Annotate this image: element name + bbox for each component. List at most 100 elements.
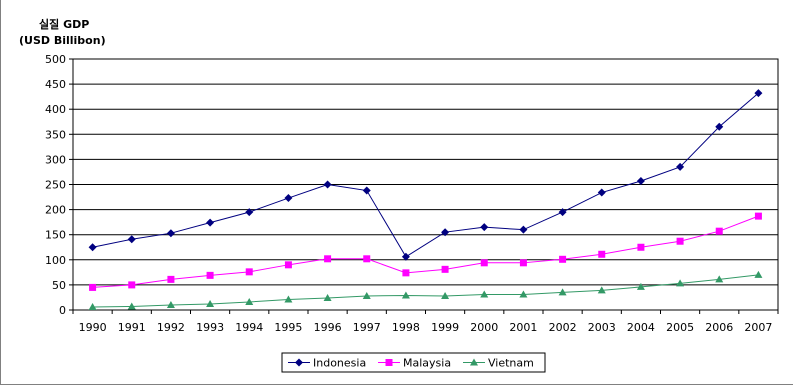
data-point-malaysia: [715, 227, 723, 235]
x-tick-label: 1994: [235, 321, 263, 334]
series-vietnam: [88, 270, 763, 310]
x-tick-label: 2000: [470, 321, 498, 334]
data-point-indonesia: [597, 188, 606, 197]
data-point-indonesia: [480, 223, 489, 232]
legend-label-vietnam: Vietnam: [488, 357, 534, 370]
x-tick-label: 2007: [744, 321, 772, 334]
data-point-malaysia: [206, 271, 214, 279]
y-axis-label: (USD Billibon): [19, 34, 106, 47]
data-point-malaysia: [559, 255, 567, 263]
data-point-vietnam: [754, 270, 763, 278]
data-point-malaysia: [402, 269, 410, 277]
data-point-vietnam: [166, 300, 175, 308]
x-tick-label: 1992: [157, 321, 185, 334]
legend-label-indonesia: Indonesia: [313, 357, 366, 370]
data-point-malaysia: [441, 265, 449, 273]
y-tick-label: 250: [45, 179, 66, 192]
x-tick-label: 1990: [79, 321, 107, 334]
data-point-indonesia: [362, 186, 371, 195]
data-point-vietnam: [206, 299, 215, 307]
y-tick-label: 500: [45, 53, 66, 66]
data-point-vietnam: [715, 275, 724, 283]
series-malaysia: [89, 212, 762, 291]
legend-marker-indonesia: [295, 358, 303, 367]
data-point-malaysia: [676, 237, 684, 245]
data-point-vietnam: [284, 295, 293, 303]
legend-marker-vietnam: [470, 358, 478, 366]
data-point-indonesia: [636, 176, 645, 185]
x-tick-label: 2006: [705, 321, 733, 334]
data-point-malaysia: [324, 255, 332, 263]
data-point-malaysia: [480, 259, 488, 267]
data-point-indonesia: [284, 194, 293, 203]
y-tick-label: 350: [45, 128, 66, 141]
data-point-indonesia: [245, 208, 254, 217]
y-tick-label: 150: [45, 229, 66, 242]
y-tick-label: 200: [45, 204, 66, 217]
data-point-vietnam: [636, 282, 645, 290]
data-point-vietnam: [401, 291, 410, 299]
data-point-malaysia: [754, 212, 762, 220]
x-tick-label: 2003: [588, 321, 616, 334]
x-tick-label: 1997: [353, 321, 381, 334]
x-tick-label: 2001: [509, 321, 537, 334]
chart-title: 실질 GDP: [39, 17, 89, 31]
data-point-indonesia: [754, 89, 763, 98]
y-axis-ticks: 0 50 100 150 200 250 300 350 400 450 500: [45, 53, 73, 317]
x-tick-label: 1993: [196, 321, 224, 334]
data-point-indonesia: [558, 208, 567, 217]
gridlines: [72, 58, 779, 311]
data-point-vietnam: [127, 302, 136, 310]
legend: Indonesia Malaysia Vietnam: [281, 352, 546, 373]
data-point-malaysia: [245, 268, 253, 276]
data-point-malaysia: [167, 275, 175, 283]
legend-marker-malaysia: [385, 359, 393, 366]
data-point-vietnam: [597, 286, 606, 294]
data-point-indonesia: [715, 122, 724, 131]
x-tick-label: 2005: [666, 321, 694, 334]
x-tick-label: 1998: [392, 321, 420, 334]
data-point-indonesia: [676, 162, 685, 171]
y-tick-label: 0: [59, 304, 66, 317]
legend-label-malaysia: Malaysia: [403, 357, 451, 370]
data-point-malaysia: [598, 250, 606, 258]
x-tick-label: 2004: [627, 321, 655, 334]
y-tick-label: 100: [45, 254, 66, 267]
data-point-indonesia: [519, 225, 528, 234]
y-tick-label: 400: [45, 103, 66, 116]
x-tick-label: 1995: [274, 321, 302, 334]
data-point-vietnam: [362, 291, 371, 299]
data-point-indonesia: [88, 243, 97, 252]
data-point-vietnam: [441, 291, 450, 299]
data-point-malaysia: [89, 283, 97, 291]
data-point-malaysia: [128, 281, 136, 289]
x-axis-ticks: 1990 1991 1992 1993 1994 1995 1996 1997 1998 1999…: [72, 310, 779, 334]
data-point-malaysia: [363, 255, 371, 263]
data-point-indonesia: [441, 228, 450, 237]
series-group: [88, 89, 763, 310]
data-point-indonesia: [323, 180, 332, 189]
data-point-vietnam: [676, 279, 685, 287]
data-point-indonesia: [166, 229, 175, 238]
data-point-indonesia: [127, 235, 136, 244]
data-point-vietnam: [245, 297, 254, 305]
data-point-malaysia: [284, 261, 292, 269]
data-point-vietnam: [519, 290, 528, 298]
data-point-malaysia: [637, 243, 645, 251]
data-point-malaysia: [519, 259, 527, 267]
data-point-vietnam: [88, 302, 97, 310]
y-tick-label: 450: [45, 78, 66, 91]
data-point-indonesia: [206, 218, 215, 227]
x-tick-label: 2002: [549, 321, 577, 334]
x-tick-label: 1996: [314, 321, 342, 334]
y-tick-label: 50: [52, 279, 66, 292]
data-point-indonesia: [401, 252, 410, 261]
series-line-vietnam: [92, 274, 759, 308]
data-point-vietnam: [558, 288, 567, 296]
series-indonesia: [88, 89, 763, 261]
series-line-malaysia: [92, 215, 759, 288]
series-line-indonesia: [92, 92, 759, 258]
x-tick-label: 1999: [431, 321, 459, 334]
